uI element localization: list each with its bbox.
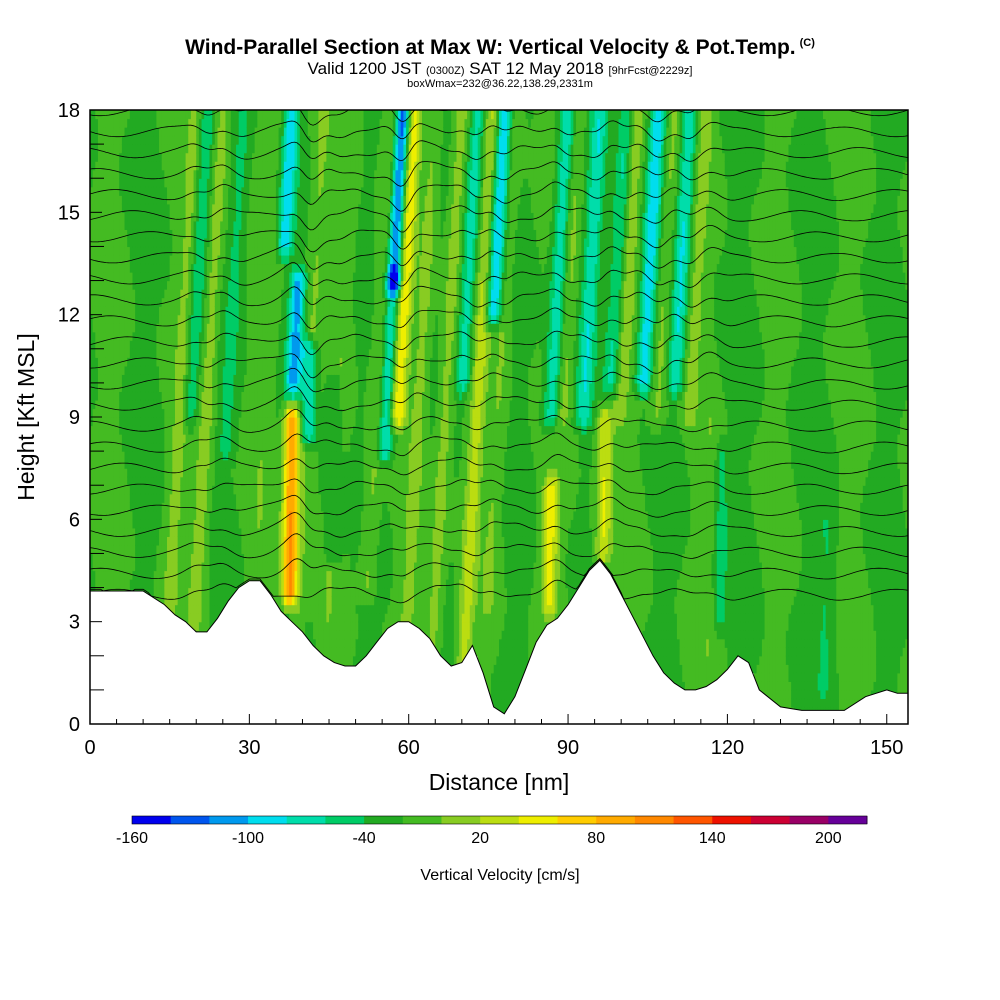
cross-section-chart: 0 30 60 90 120 1500369121518 Distance [nm] He…: [0, 0, 1000, 1000]
